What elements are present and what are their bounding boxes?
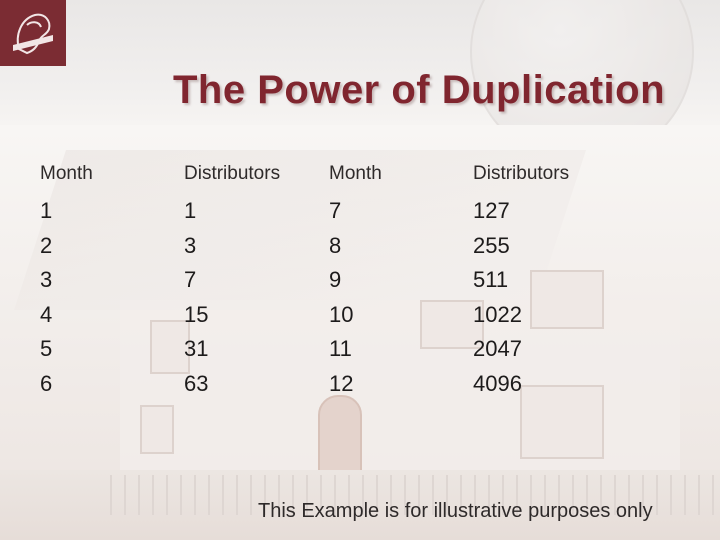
distributors-cell: 7	[184, 267, 197, 293]
distributors-cell: 2047	[473, 336, 522, 362]
month-cell: 4	[40, 301, 53, 327]
distributors-cell: 511	[473, 267, 509, 293]
column-header: Distributors	[473, 163, 570, 184]
distributors-cell: 127	[473, 198, 510, 223]
distributors-cell: 3	[184, 232, 197, 258]
disclaimer-text: This Example is for illustrative purpose…	[258, 500, 653, 522]
column-header: Month	[329, 163, 382, 184]
month-cell: 3	[40, 267, 53, 293]
distributors-column-1: Distributors 1 3 7 15 31 63	[184, 162, 280, 402]
house-window	[150, 320, 190, 374]
month-cell: 5	[40, 336, 53, 362]
fence	[110, 475, 720, 515]
month-cell: 10	[329, 301, 354, 327]
month-cell: 7	[329, 198, 342, 223]
month-column-1: Month 1 2 3 4 5 6	[40, 162, 93, 402]
distributors-cell: 4096	[473, 370, 522, 396]
distributors-cell: 15	[184, 301, 209, 327]
distributors-cell: 31	[184, 336, 209, 362]
house-door	[318, 395, 362, 474]
month-cell: 8	[329, 232, 342, 258]
column-header: Distributors	[184, 163, 281, 184]
page-title: The Power of Duplication	[172, 68, 666, 112]
month-column-2: Month 7 8 9 10 11 12	[329, 162, 382, 402]
month-cell: 2	[40, 232, 53, 258]
house-window	[140, 405, 174, 454]
month-cell: 1	[40, 198, 53, 223]
month-cell: 9	[329, 267, 342, 293]
column-header: Month	[40, 163, 93, 184]
distributors-cell: 63	[184, 370, 209, 396]
month-cell: 11	[329, 336, 352, 362]
month-cell: 6	[40, 370, 53, 396]
nevays-logo-icon	[0, 0, 66, 66]
distributors-cell: 1022	[473, 301, 522, 327]
house-window	[530, 270, 604, 329]
month-cell: 12	[329, 370, 354, 396]
house-window	[420, 300, 484, 349]
distributors-cell: 255	[473, 232, 510, 258]
distributors-cell: 1	[184, 198, 197, 223]
house-window	[520, 385, 604, 459]
distributors-column-2: Distributors 127 255 511 1022 2047 4096	[473, 162, 569, 402]
